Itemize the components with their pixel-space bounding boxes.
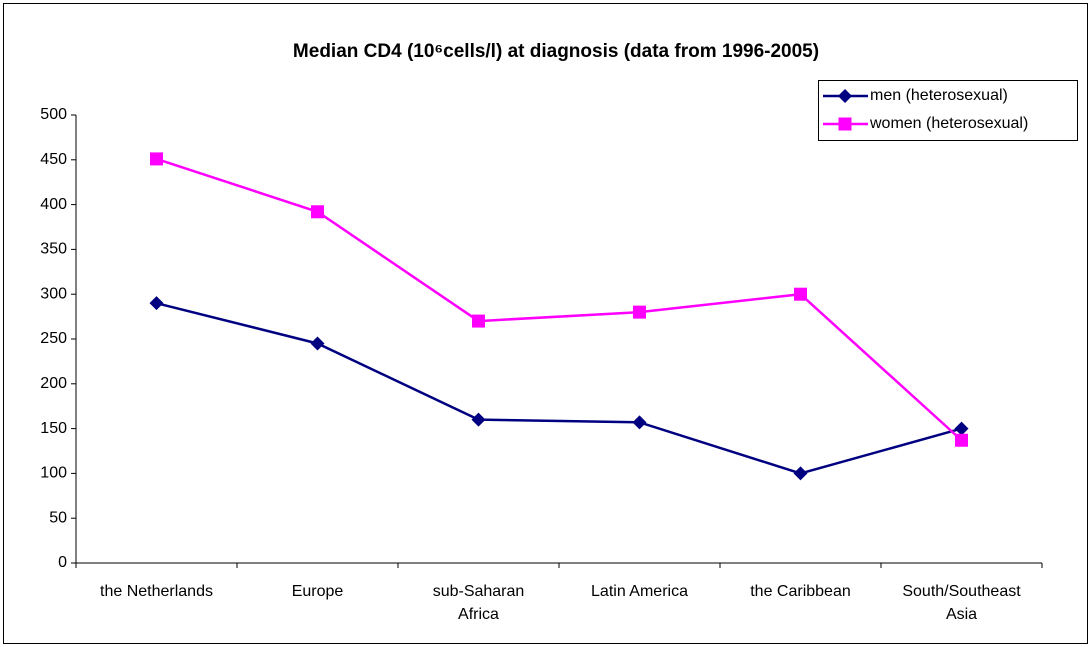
x-tick-label: the Caribbean — [750, 583, 851, 600]
x-tick-label: South/Southeast Asia — [902, 583, 1021, 623]
y-tick-label: 250 — [40, 330, 67, 347]
y-tick-label: 50 — [49, 509, 67, 526]
x-tick-label: the Netherlands — [100, 583, 213, 600]
data-point — [149, 296, 164, 311]
legend-label: women (heterosexual) — [869, 115, 1028, 132]
x-tick-label: Europe — [291, 583, 344, 600]
data-point — [310, 336, 325, 351]
data-point — [632, 415, 647, 430]
y-tick-label: 100 — [40, 465, 67, 482]
y-tick-label: 300 — [40, 285, 67, 302]
data-point — [954, 421, 969, 436]
y-tick-label: 350 — [40, 241, 67, 258]
x-tick-label: sub-Saharan Africa — [432, 583, 525, 623]
y-tick-label: 400 — [40, 196, 67, 213]
chart-title: Median CD4 (10⁶cells/l) at diagnosis (da… — [293, 41, 819, 62]
data-point — [793, 466, 808, 481]
series-line — [156, 157, 963, 442]
legend-label: men (heterosexual) — [870, 87, 1008, 104]
legend-marker — [838, 117, 852, 131]
y-tick-label: 0 — [58, 554, 67, 571]
y-tick-label: 200 — [40, 375, 67, 392]
y-tick-label: 500 — [40, 106, 67, 123]
data-point — [311, 205, 324, 219]
legend-marker — [838, 89, 852, 103]
x-tick-label: Latin America — [591, 583, 688, 600]
data-point — [150, 152, 163, 166]
series-line — [156, 301, 962, 475]
y-tick-label: 450 — [40, 151, 67, 168]
data-point — [794, 287, 807, 301]
data-point — [471, 412, 486, 427]
legend-box — [818, 80, 1078, 141]
y-tick-label: 150 — [40, 420, 67, 437]
data-point — [633, 305, 646, 319]
data-point — [472, 314, 485, 328]
data-point — [955, 433, 968, 447]
